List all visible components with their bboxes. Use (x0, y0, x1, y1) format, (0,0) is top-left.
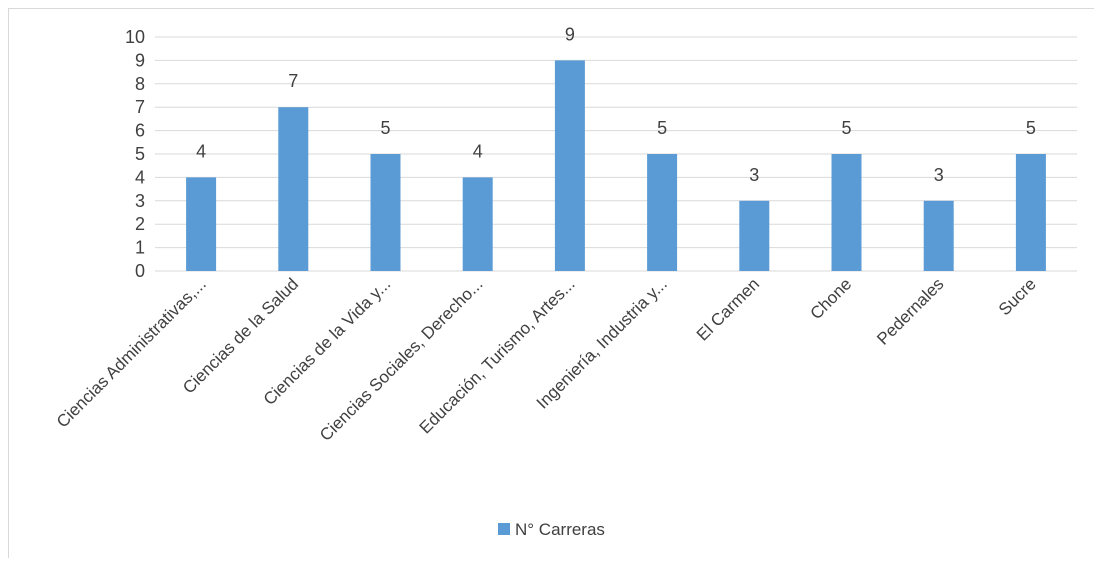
x-axis-tick-labels: Ciencias Administrativas,...Ciencias de … (53, 274, 1040, 444)
data-label: 7 (288, 71, 298, 91)
x-tick-label: Educación, Turismo, Artes... (416, 274, 579, 437)
chart-frame (8, 8, 1094, 558)
data-label: 4 (196, 141, 206, 161)
y-tick-label: 9 (135, 50, 145, 70)
data-label: 4 (473, 141, 483, 161)
bar (186, 177, 217, 271)
bar (462, 177, 493, 271)
legend-swatch (498, 523, 510, 535)
bar (647, 154, 678, 271)
y-tick-label: 2 (135, 214, 145, 234)
data-label: 5 (841, 118, 851, 138)
data-label: 3 (934, 165, 944, 185)
y-tick-label: 3 (135, 191, 145, 211)
bar (1015, 154, 1046, 271)
bar (554, 60, 585, 272)
data-labels: 4 7 5 4 9 5 3 5 3 5 (196, 24, 1036, 184)
data-label: 3 (749, 165, 759, 185)
x-tick-label: Pedernales (873, 274, 947, 348)
bar (923, 200, 954, 271)
data-label: 9 (565, 24, 575, 44)
y-tick-label: 6 (135, 121, 145, 141)
x-tick-label: Chone (806, 274, 855, 323)
y-tick-label: 5 (135, 144, 145, 164)
y-tick-label: 8 (135, 74, 145, 94)
data-label: 5 (380, 118, 390, 138)
data-label: 5 (657, 118, 667, 138)
x-tick-label: Ciencias Administrativas,... (53, 274, 210, 431)
x-tick-label: El Carmen (693, 274, 763, 344)
y-tick-label: 10 (125, 27, 145, 47)
legend-label: N° Carreras (515, 520, 605, 539)
data-label: 5 (1026, 118, 1036, 138)
bar (370, 154, 401, 271)
bar (831, 154, 862, 271)
legend: N° Carreras (498, 520, 605, 539)
bars (186, 60, 1046, 272)
y-tick-label: 4 (135, 167, 145, 187)
x-tick-label: Sucre (995, 274, 1040, 319)
bar (278, 107, 309, 271)
x-tick-label: Ciencias Sociales, Derecho... (316, 274, 486, 444)
bar (739, 200, 770, 271)
y-axis-tick-labels: 0 1 2 3 4 5 6 7 8 9 10 (125, 27, 145, 281)
y-tick-label: 0 (135, 261, 145, 281)
y-tick-label: 7 (135, 97, 145, 117)
gridlines (155, 36, 1077, 272)
y-tick-label: 1 (135, 238, 145, 258)
